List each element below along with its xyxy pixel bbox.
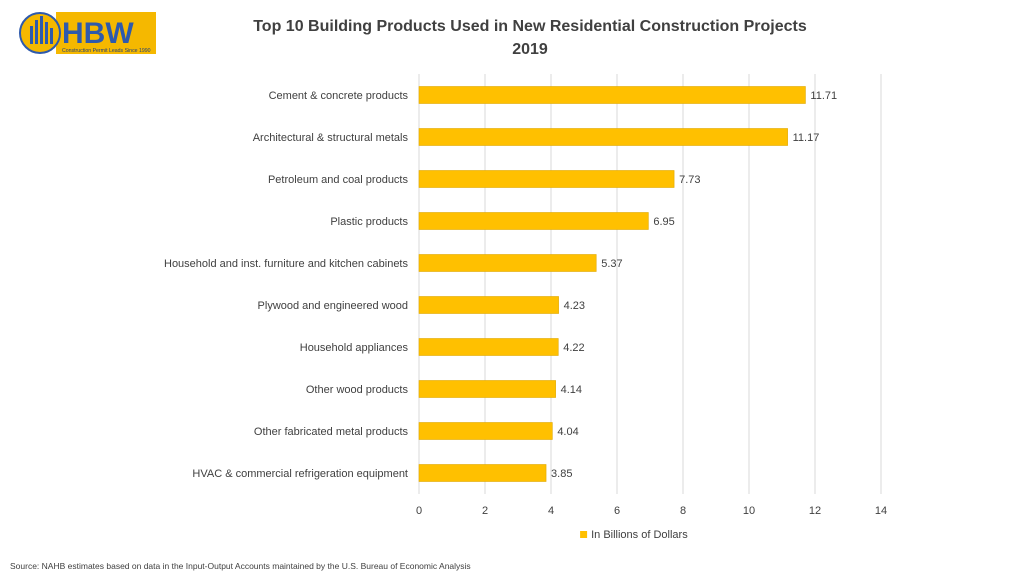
- data-label: 5.37: [601, 258, 622, 270]
- chart-title: Top 10 Building Products Used in New Res…: [253, 18, 807, 35]
- x-tick-label: 2: [482, 505, 488, 517]
- data-label: 11.71: [810, 90, 837, 102]
- logo-background: [56, 12, 156, 54]
- data-label: 4.22: [563, 342, 584, 354]
- bar: [418, 254, 597, 272]
- category-label: Architectural & structural metals: [253, 132, 409, 144]
- category-label: Other fabricated metal products: [254, 426, 409, 438]
- data-label: 7.73: [679, 174, 700, 186]
- bar: [418, 380, 556, 398]
- logo-building-bar: [45, 22, 48, 44]
- data-label: 6.95: [653, 216, 674, 228]
- x-tick-label: 8: [680, 505, 686, 517]
- category-label: Plywood and engineered wood: [258, 300, 408, 312]
- x-tick-label: 12: [809, 505, 821, 517]
- bar: [418, 464, 547, 482]
- x-tick-label: 4: [548, 505, 554, 517]
- chart-subtitle: 2019: [512, 41, 548, 58]
- logo-building-bar: [30, 26, 33, 44]
- bar: [418, 296, 559, 314]
- data-label: 4.14: [561, 384, 582, 396]
- logo-building-bar: [40, 16, 43, 44]
- x-tick-label: 6: [614, 505, 620, 517]
- data-label: 11.17: [793, 132, 820, 144]
- bar: [418, 86, 806, 104]
- logo-text: HBW: [62, 17, 134, 50]
- logo-tagline: Construction Permit Leads Since 1990: [62, 48, 151, 54]
- category-label: Plastic products: [330, 216, 408, 228]
- category-label: Other wood products: [306, 384, 409, 396]
- category-label: Household appliances: [300, 342, 409, 354]
- bar: [418, 170, 675, 188]
- x-tick-label: 14: [875, 505, 887, 517]
- hbw-logo: HBW Construction Permit Leads Since 1990: [19, 12, 156, 54]
- logo-building-bar: [35, 20, 38, 44]
- data-label: 4.04: [557, 426, 578, 438]
- bar: [418, 422, 553, 440]
- legend-swatch: [580, 531, 588, 538]
- logo-building-bar: [50, 28, 53, 44]
- x-tick-label: 10: [743, 505, 755, 517]
- x-tick-label: 0: [416, 505, 422, 517]
- bar: [418, 338, 559, 356]
- bar: [418, 128, 788, 146]
- data-label: 3.85: [551, 468, 572, 480]
- category-label: Petroleum and coal products: [268, 174, 409, 186]
- data-label: 4.23: [564, 300, 585, 312]
- source-note: Source: NAHB estimates based on data in …: [10, 561, 471, 571]
- category-label: Household and inst. furniture and kitche…: [164, 258, 408, 270]
- bar: [418, 212, 649, 230]
- legend-label: In Billions of Dollars: [591, 529, 688, 541]
- category-label: Cement & concrete products: [269, 90, 409, 102]
- category-label: HVAC & commercial refrigeration equipmen…: [192, 468, 408, 480]
